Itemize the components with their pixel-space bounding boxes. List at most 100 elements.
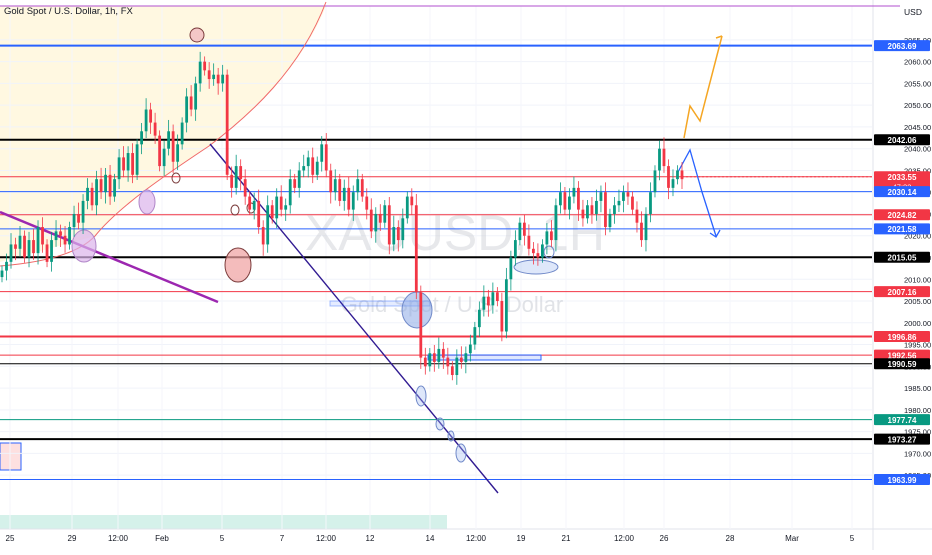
candle (266, 195, 270, 253)
candle-body (207, 70, 211, 80)
candle-body (405, 196, 409, 219)
candle-body (14, 244, 17, 249)
candle-body (144, 109, 148, 132)
touch-circle (455, 443, 467, 463)
candle-body (401, 218, 405, 241)
candle-body (513, 240, 517, 258)
candle-body (604, 192, 607, 228)
currency-label: USD (904, 7, 922, 17)
y-tick-label: 1985.00 (904, 384, 931, 393)
price-label-bg (874, 330, 930, 342)
candle-body (9, 244, 13, 262)
candle (617, 189, 621, 213)
candle (504, 267, 508, 339)
candle (631, 191, 634, 215)
candle (117, 149, 121, 189)
candle-body (473, 327, 477, 345)
candle-body (333, 179, 337, 193)
candle-body (50, 240, 53, 262)
touch-circle (543, 245, 555, 259)
candle-body (234, 166, 238, 188)
candle-body (261, 227, 265, 245)
candle (59, 224, 62, 248)
candle (509, 250, 513, 291)
candle (257, 189, 261, 234)
candle (261, 220, 265, 256)
candle-body (518, 222, 522, 241)
candle (662, 137, 666, 173)
candle-body (0, 270, 4, 278)
candle-body (108, 174, 112, 197)
candle (18, 225, 22, 258)
candle (653, 165, 657, 198)
candle (234, 154, 238, 195)
candle-body (315, 161, 319, 175)
candle (374, 207, 378, 243)
y-tick-label: 2035.00 (904, 166, 931, 175)
candle (113, 173, 116, 202)
candle-body (72, 213, 76, 228)
candle-body (423, 357, 427, 367)
candle (396, 220, 400, 252)
candle (369, 198, 373, 239)
candle-body (284, 205, 288, 210)
candle (140, 123, 143, 155)
candle-body (531, 248, 535, 254)
support-ellipse (513, 259, 559, 275)
candle (293, 173, 297, 194)
candle (216, 67, 220, 95)
candle (586, 200, 589, 224)
candle (279, 185, 283, 217)
candle-body (117, 157, 121, 180)
candle (27, 231, 31, 268)
candle-body (450, 366, 454, 376)
candle-body (23, 235, 26, 258)
candle (158, 130, 162, 172)
candle-body (527, 235, 531, 249)
candle-body (86, 187, 89, 201)
candle (401, 208, 405, 249)
candle-body (581, 209, 585, 219)
candle-body (135, 144, 139, 175)
candle (185, 88, 189, 133)
candle-body (243, 179, 247, 197)
candle (360, 173, 364, 202)
candle (0, 265, 4, 283)
x-tick-label: 28 (726, 534, 735, 543)
price-label-bg (874, 474, 930, 486)
candle-body (279, 196, 283, 210)
x-tick-label: Feb (155, 534, 169, 543)
y-tick-label: 2020.00 (904, 232, 931, 241)
price-label: 1990.59 (888, 360, 917, 369)
candle (176, 134, 180, 171)
candle (559, 182, 562, 214)
candle-body (635, 209, 639, 223)
candle (590, 197, 594, 224)
price-label-bg (874, 349, 930, 361)
price-label-bg (874, 414, 930, 426)
candle (595, 189, 598, 221)
candle-body (504, 279, 508, 332)
price-label-bg (874, 433, 930, 445)
swing-circle (138, 189, 156, 215)
candle (635, 201, 639, 233)
candle (640, 211, 643, 247)
candle (541, 239, 544, 263)
candle-body (351, 192, 355, 210)
curve-boundary (0, 1, 327, 267)
candle (77, 202, 80, 230)
y-tick-label: 1970.00 (904, 449, 931, 458)
candle (23, 230, 26, 263)
x-tick-label: 25 (6, 534, 15, 543)
candle-body (365, 196, 369, 210)
candle-body (140, 131, 143, 145)
candle-body (559, 192, 562, 206)
candle (622, 185, 625, 213)
price-label-bg (874, 209, 930, 221)
y-tick-label: 1980.00 (904, 406, 931, 415)
candle (239, 159, 243, 191)
candle-body (27, 240, 31, 258)
candle (270, 200, 274, 224)
